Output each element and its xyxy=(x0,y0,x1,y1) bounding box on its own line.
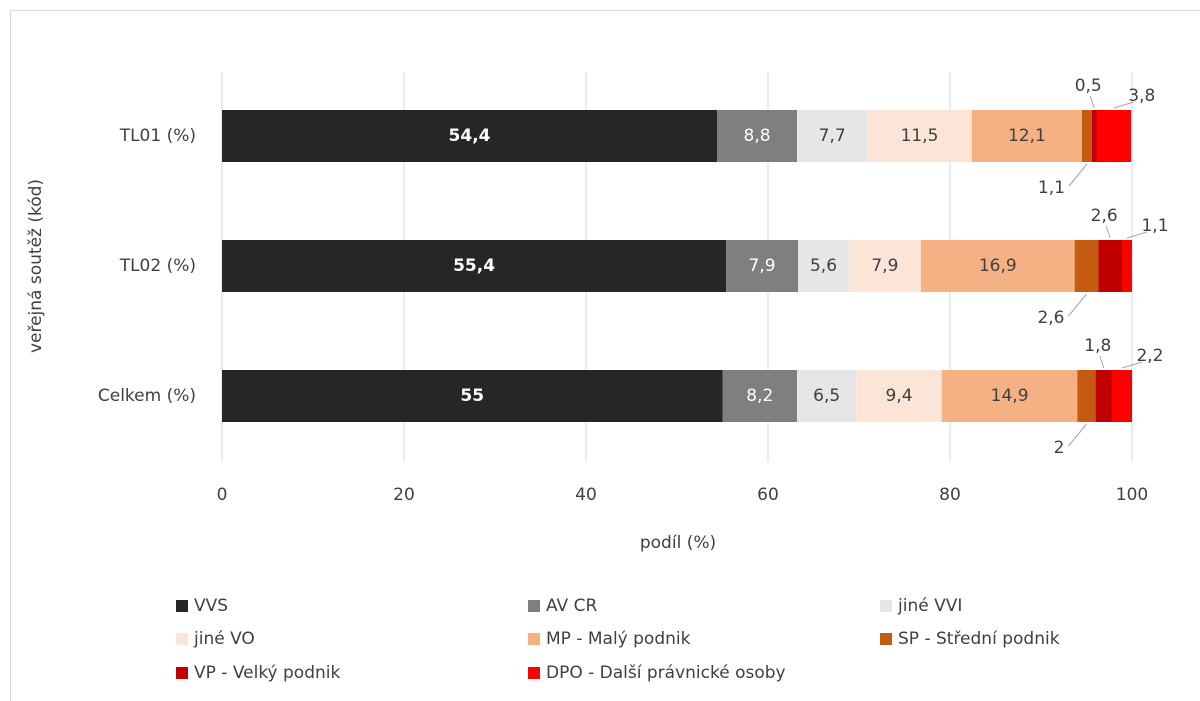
data-label: 8,2 xyxy=(746,386,773,406)
x-tick-label: 20 xyxy=(393,485,415,505)
chart-border xyxy=(10,10,1200,701)
legend-label: DPO - Další právnické osoby xyxy=(546,663,786,683)
data-label: 54,4 xyxy=(449,126,491,146)
bar-segment xyxy=(867,110,972,162)
y-tick-label: TL02 (%) xyxy=(119,256,196,276)
bar-segment xyxy=(1095,370,1112,422)
y-tick-label: Celkem (%) xyxy=(98,386,196,406)
leader-line xyxy=(1089,95,1095,109)
bar-segment xyxy=(1091,110,1097,162)
bar-segment xyxy=(1081,110,1092,162)
leader-line xyxy=(1121,361,1143,369)
legend-swatch xyxy=(528,667,540,679)
bar-segment xyxy=(1111,370,1132,422)
legend-label: VVS xyxy=(194,596,228,616)
data-label: 2,6 xyxy=(1091,206,1118,226)
legend-swatch xyxy=(528,600,540,612)
bar-segment xyxy=(1077,370,1096,422)
data-label: 12,1 xyxy=(1008,126,1046,146)
leader-line xyxy=(1113,101,1134,109)
data-label: 0,5 xyxy=(1075,76,1102,96)
data-label: 2 xyxy=(1054,438,1065,458)
data-label: 2,6 xyxy=(1037,308,1064,328)
data-label: 8,8 xyxy=(744,126,771,146)
legend-label: AV CR xyxy=(546,596,597,616)
leader-line xyxy=(1068,163,1088,187)
bar-segment xyxy=(797,110,868,162)
leader-line xyxy=(1068,423,1087,447)
x-tick-label: 100 xyxy=(1116,485,1148,505)
legend-swatch xyxy=(880,600,892,612)
bar-segment xyxy=(848,240,921,292)
leader-line xyxy=(1068,293,1087,317)
legend-swatch xyxy=(880,633,892,645)
legend-swatch xyxy=(176,667,188,679)
legend-swatch xyxy=(528,633,540,645)
legend-swatch xyxy=(176,600,188,612)
legend-label: VP - Velký podnik xyxy=(194,663,340,683)
data-label: 1,8 xyxy=(1084,336,1111,356)
bar-segment xyxy=(1096,110,1132,162)
data-label: 6,5 xyxy=(813,386,840,406)
x-axis-title: podíl (%) xyxy=(640,533,716,553)
leader-line xyxy=(1105,225,1111,239)
bar-segment xyxy=(726,240,799,292)
data-label: 1,1 xyxy=(1038,178,1065,198)
legend-label: jiné VVI xyxy=(897,596,962,616)
bar-segment xyxy=(971,110,1082,162)
bar-segment xyxy=(222,240,727,292)
data-label: 9,4 xyxy=(886,386,913,406)
bar-segment xyxy=(941,370,1078,422)
y-axis-title: veřejná soutěž (kód) xyxy=(26,179,46,353)
bar-segment xyxy=(856,370,942,422)
data-label: 55 xyxy=(460,386,484,406)
leader-line xyxy=(1126,231,1148,239)
x-tick-label: 0 xyxy=(217,485,228,505)
bar-segment xyxy=(717,110,798,162)
data-label: 7,9 xyxy=(749,256,776,276)
x-tick-label: 60 xyxy=(757,485,779,505)
data-label: 16,9 xyxy=(979,256,1017,276)
bar-segment xyxy=(222,370,723,422)
bar-segment xyxy=(920,240,1075,292)
bar-segment xyxy=(1098,240,1122,292)
y-tick-label: TL01 (%) xyxy=(119,126,196,146)
bar-segment xyxy=(797,370,857,422)
bar-segment xyxy=(1074,240,1099,292)
bar-segment xyxy=(798,240,849,292)
data-label: 7,9 xyxy=(871,256,898,276)
legend-label: MP - Malý podnik xyxy=(546,629,691,649)
data-label: 11,5 xyxy=(901,126,939,146)
data-label: 5,6 xyxy=(810,256,837,276)
legend-label: jiné VO xyxy=(193,629,255,649)
bar-segment xyxy=(222,110,718,162)
data-label: 2,2 xyxy=(1136,346,1163,366)
data-label: 55,4 xyxy=(453,256,495,276)
bar-segment xyxy=(1121,240,1132,292)
bar-segment xyxy=(722,370,798,422)
leader-line xyxy=(1099,355,1105,369)
legend-label: SP - Střední podnik xyxy=(898,629,1060,649)
x-tick-label: 80 xyxy=(939,485,961,505)
data-label: 14,9 xyxy=(991,386,1029,406)
data-label: 1,1 xyxy=(1141,216,1168,236)
data-label: 7,7 xyxy=(819,126,846,146)
x-tick-label: 40 xyxy=(575,485,597,505)
data-label: 3,8 xyxy=(1128,86,1155,106)
legend-swatch xyxy=(176,633,188,645)
